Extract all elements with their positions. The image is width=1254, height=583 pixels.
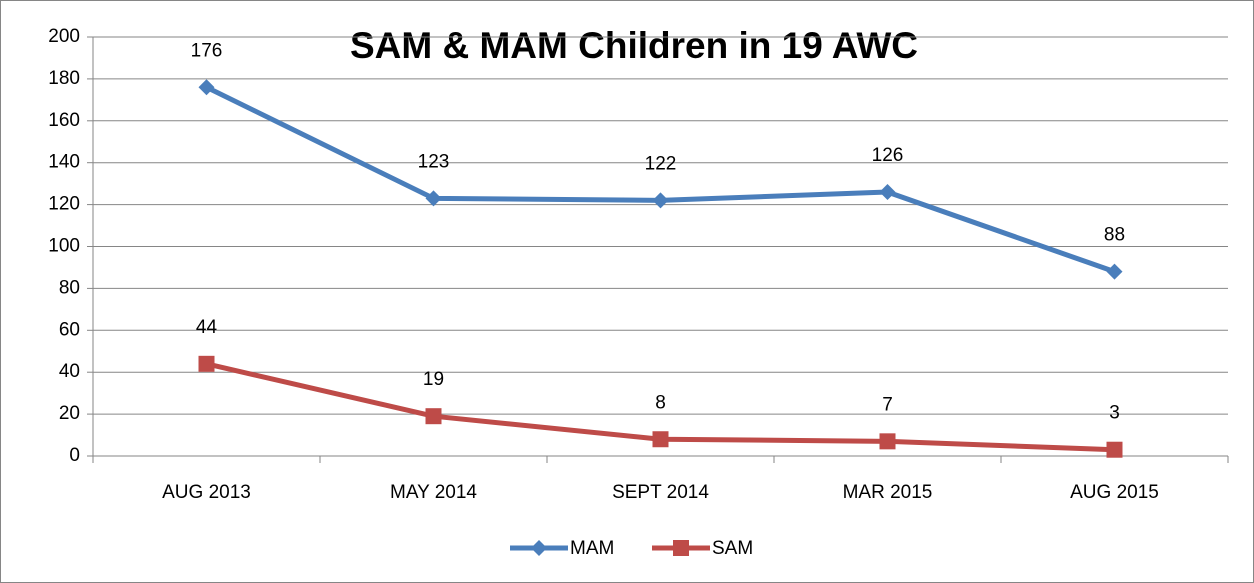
y-tick-label: 40: [59, 361, 80, 382]
y-tick-label: 80: [59, 277, 80, 298]
data-point: [652, 192, 669, 209]
data-label: 3: [1109, 403, 1120, 424]
data-label: 8: [655, 392, 666, 413]
legend-marker: [531, 540, 547, 556]
data-label: 176: [191, 40, 223, 61]
legend-marker: [673, 540, 689, 556]
y-tick-label: 180: [48, 68, 80, 89]
y-tick-label: 200: [48, 26, 80, 47]
y-tick-label: 100: [48, 236, 80, 257]
data-label: 7: [882, 394, 893, 415]
y-tick-label: 160: [48, 110, 80, 131]
data-point: [425, 408, 442, 425]
y-tick-label: 120: [48, 194, 80, 215]
y-tick-label: 20: [59, 403, 80, 424]
x-tick-label: MAR 2015: [843, 482, 933, 503]
legend-label: SAM: [712, 538, 753, 559]
data-point: [879, 184, 896, 201]
data-label: 44: [196, 317, 218, 338]
x-tick-label: SEPT 2014: [612, 482, 709, 503]
legend-label: MAM: [570, 538, 614, 559]
data-label: 88: [1104, 225, 1125, 246]
data-point: [198, 355, 215, 372]
data-point: [1106, 441, 1123, 458]
x-tick-label: MAY 2014: [390, 482, 477, 503]
data-point: [1106, 263, 1123, 280]
x-tick-label: AUG 2015: [1070, 482, 1159, 503]
chart-title: SAM & MAM Children in 19 AWC: [350, 25, 918, 66]
y-tick-label: 140: [48, 152, 80, 173]
y-tick-label: 60: [59, 319, 80, 340]
data-point: [198, 79, 215, 96]
data-label: 126: [872, 145, 904, 166]
data-label: 19: [423, 369, 444, 390]
x-tick-label: AUG 2013: [162, 482, 251, 503]
data-label: 123: [418, 151, 450, 172]
data-label: 122: [645, 153, 677, 174]
data-point: [879, 433, 896, 450]
y-tick-label: 0: [69, 445, 80, 466]
data-point: [652, 431, 669, 448]
data-point: [425, 190, 442, 207]
